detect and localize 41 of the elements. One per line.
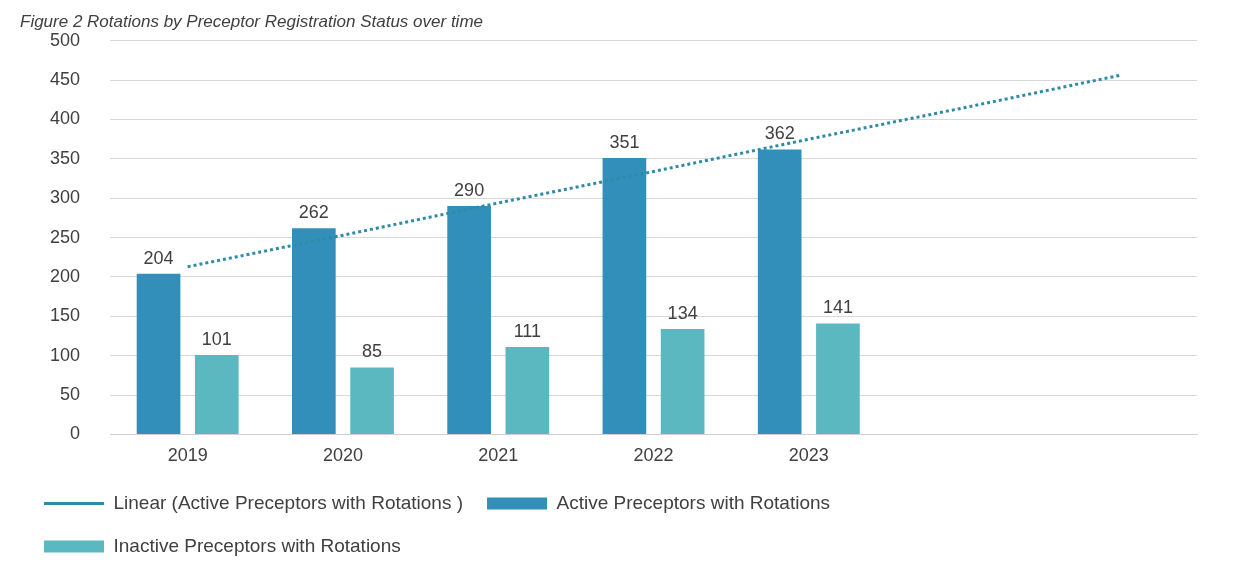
data-label: 85 [362, 341, 383, 362]
bar [602, 158, 647, 434]
bar [136, 273, 181, 434]
y-tick-label: 350 [49, 147, 81, 168]
bar [660, 328, 705, 434]
bar [757, 149, 802, 434]
y-tick-label: 400 [49, 108, 81, 129]
chart-title: Figure 2 Rotations by Preceptor Registration Status over time [20, 12, 483, 32]
data-label: 134 [667, 302, 698, 323]
legend-label: Inactive Preceptors with Rotations [113, 534, 401, 556]
y-tick-label: 150 [49, 305, 81, 326]
y-tick-label: 50 [60, 384, 81, 405]
data-label: 141 [822, 297, 853, 318]
y-tick-label: 250 [49, 226, 81, 247]
bar [194, 354, 239, 434]
y-tick-label: 100 [49, 344, 81, 365]
data-label: 111 [513, 320, 542, 341]
y-tick-label: 450 [49, 69, 81, 90]
data-label: 262 [298, 202, 329, 223]
x-tick-label: 2019 [167, 445, 208, 466]
y-tick-label: 200 [49, 265, 81, 286]
x-tick-label: 2020 [322, 445, 363, 466]
y-tick-label: 500 [49, 29, 81, 50]
data-label: 351 [609, 132, 640, 153]
bar [505, 347, 550, 434]
x-tick-label: 2022 [633, 445, 674, 466]
bar [816, 323, 860, 434]
bar [350, 367, 394, 434]
bar [447, 206, 491, 434]
data-label: 290 [454, 180, 485, 201]
data-label: 362 [764, 123, 795, 144]
data-label: 101 [201, 328, 232, 349]
x-tick-label: 2023 [788, 445, 829, 466]
data-label: 204 [143, 247, 174, 268]
legend-label: Linear (Active Preceptors with Rotations ) [113, 491, 464, 513]
legend-label: Active Preceptors with Rotations [556, 491, 831, 513]
x-tick-label: 2021 [478, 445, 519, 466]
bar [292, 228, 336, 434]
line-series [186, 73, 1121, 269]
y-tick-label: 300 [49, 187, 81, 208]
y-tick-label: 0 [70, 423, 81, 444]
